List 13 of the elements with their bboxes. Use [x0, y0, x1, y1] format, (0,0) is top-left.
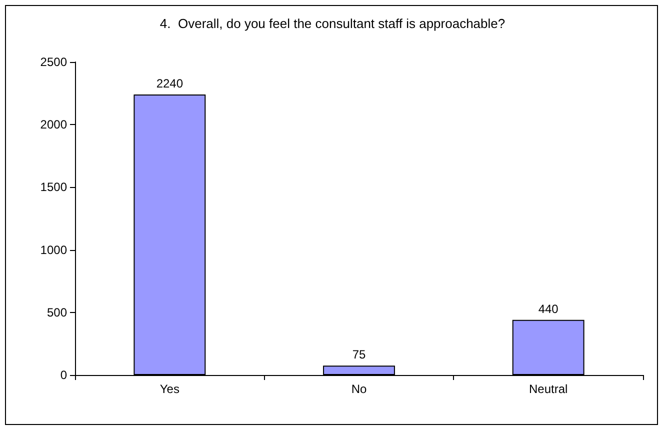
x-tick-label: Neutral: [528, 382, 568, 396]
y-tick-label: 2000: [40, 118, 68, 132]
y-tick-label: 1500: [40, 180, 68, 194]
x-tick-label: No: [351, 382, 367, 396]
y-tick-label: 500: [46, 305, 68, 320]
y-tick-label: 0: [60, 368, 68, 382]
data-label: 75: [352, 348, 366, 362]
x-tick-label: Yes: [160, 382, 180, 396]
data-label: 2240: [156, 76, 184, 91]
chart-title: 4. Overall, do you feel the consultant staff is approachable?: [160, 16, 506, 31]
y-tick-label: 2500: [40, 55, 68, 69]
y-tick-label: 1000: [40, 242, 68, 257]
data-label: 440: [538, 302, 559, 316]
